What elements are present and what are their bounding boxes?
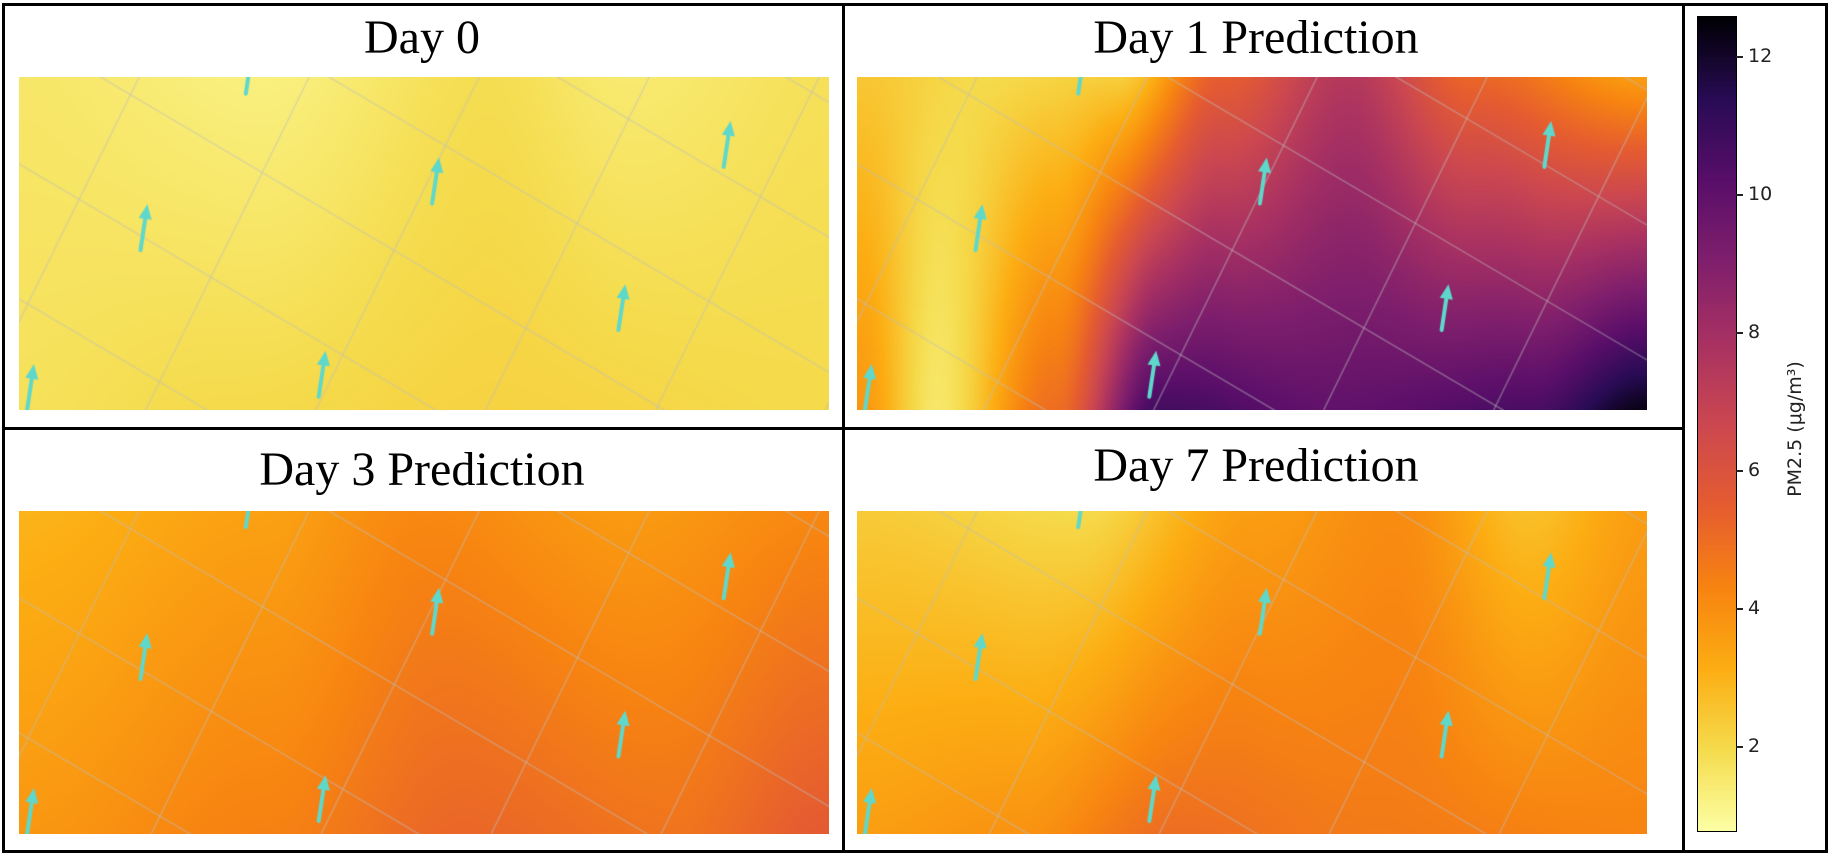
heatmap-day0 bbox=[19, 77, 829, 410]
panel-title-day7: Day 7 Prediction bbox=[1093, 439, 1419, 492]
panel-divider-horizontal bbox=[2, 427, 1685, 430]
colorbar-tick-mark bbox=[1736, 56, 1743, 59]
colorbar-tick-label: 8 bbox=[1748, 321, 1761, 344]
colorbar-tick-mark bbox=[1736, 470, 1743, 473]
colorbar-tick-label: 2 bbox=[1748, 735, 1761, 758]
colorbar-tick-label: 4 bbox=[1748, 597, 1761, 620]
panel-title-day3: Day 3 Prediction bbox=[259, 443, 585, 496]
colorbar-label: PM2.5 (μg/m³) bbox=[1784, 361, 1806, 497]
heatmap-day1 bbox=[857, 77, 1647, 410]
colorbar-tick-mark bbox=[1736, 332, 1743, 335]
colorbar-tick-mark bbox=[1736, 608, 1743, 611]
heatmap-day7 bbox=[857, 511, 1647, 834]
colorbar-tick-mark bbox=[1736, 194, 1743, 197]
panel-title-day0: Day 0 bbox=[364, 11, 480, 64]
panel-title-day1: Day 1 Prediction bbox=[1093, 11, 1419, 64]
colorbar bbox=[1697, 16, 1737, 832]
colorbar-tick-label: 12 bbox=[1748, 45, 1773, 68]
heatmap-day3 bbox=[19, 511, 829, 834]
colorbar-tick-label: 6 bbox=[1748, 459, 1761, 482]
colorbar-tick-mark bbox=[1736, 746, 1743, 749]
colorbar-tick-label: 10 bbox=[1748, 183, 1773, 206]
